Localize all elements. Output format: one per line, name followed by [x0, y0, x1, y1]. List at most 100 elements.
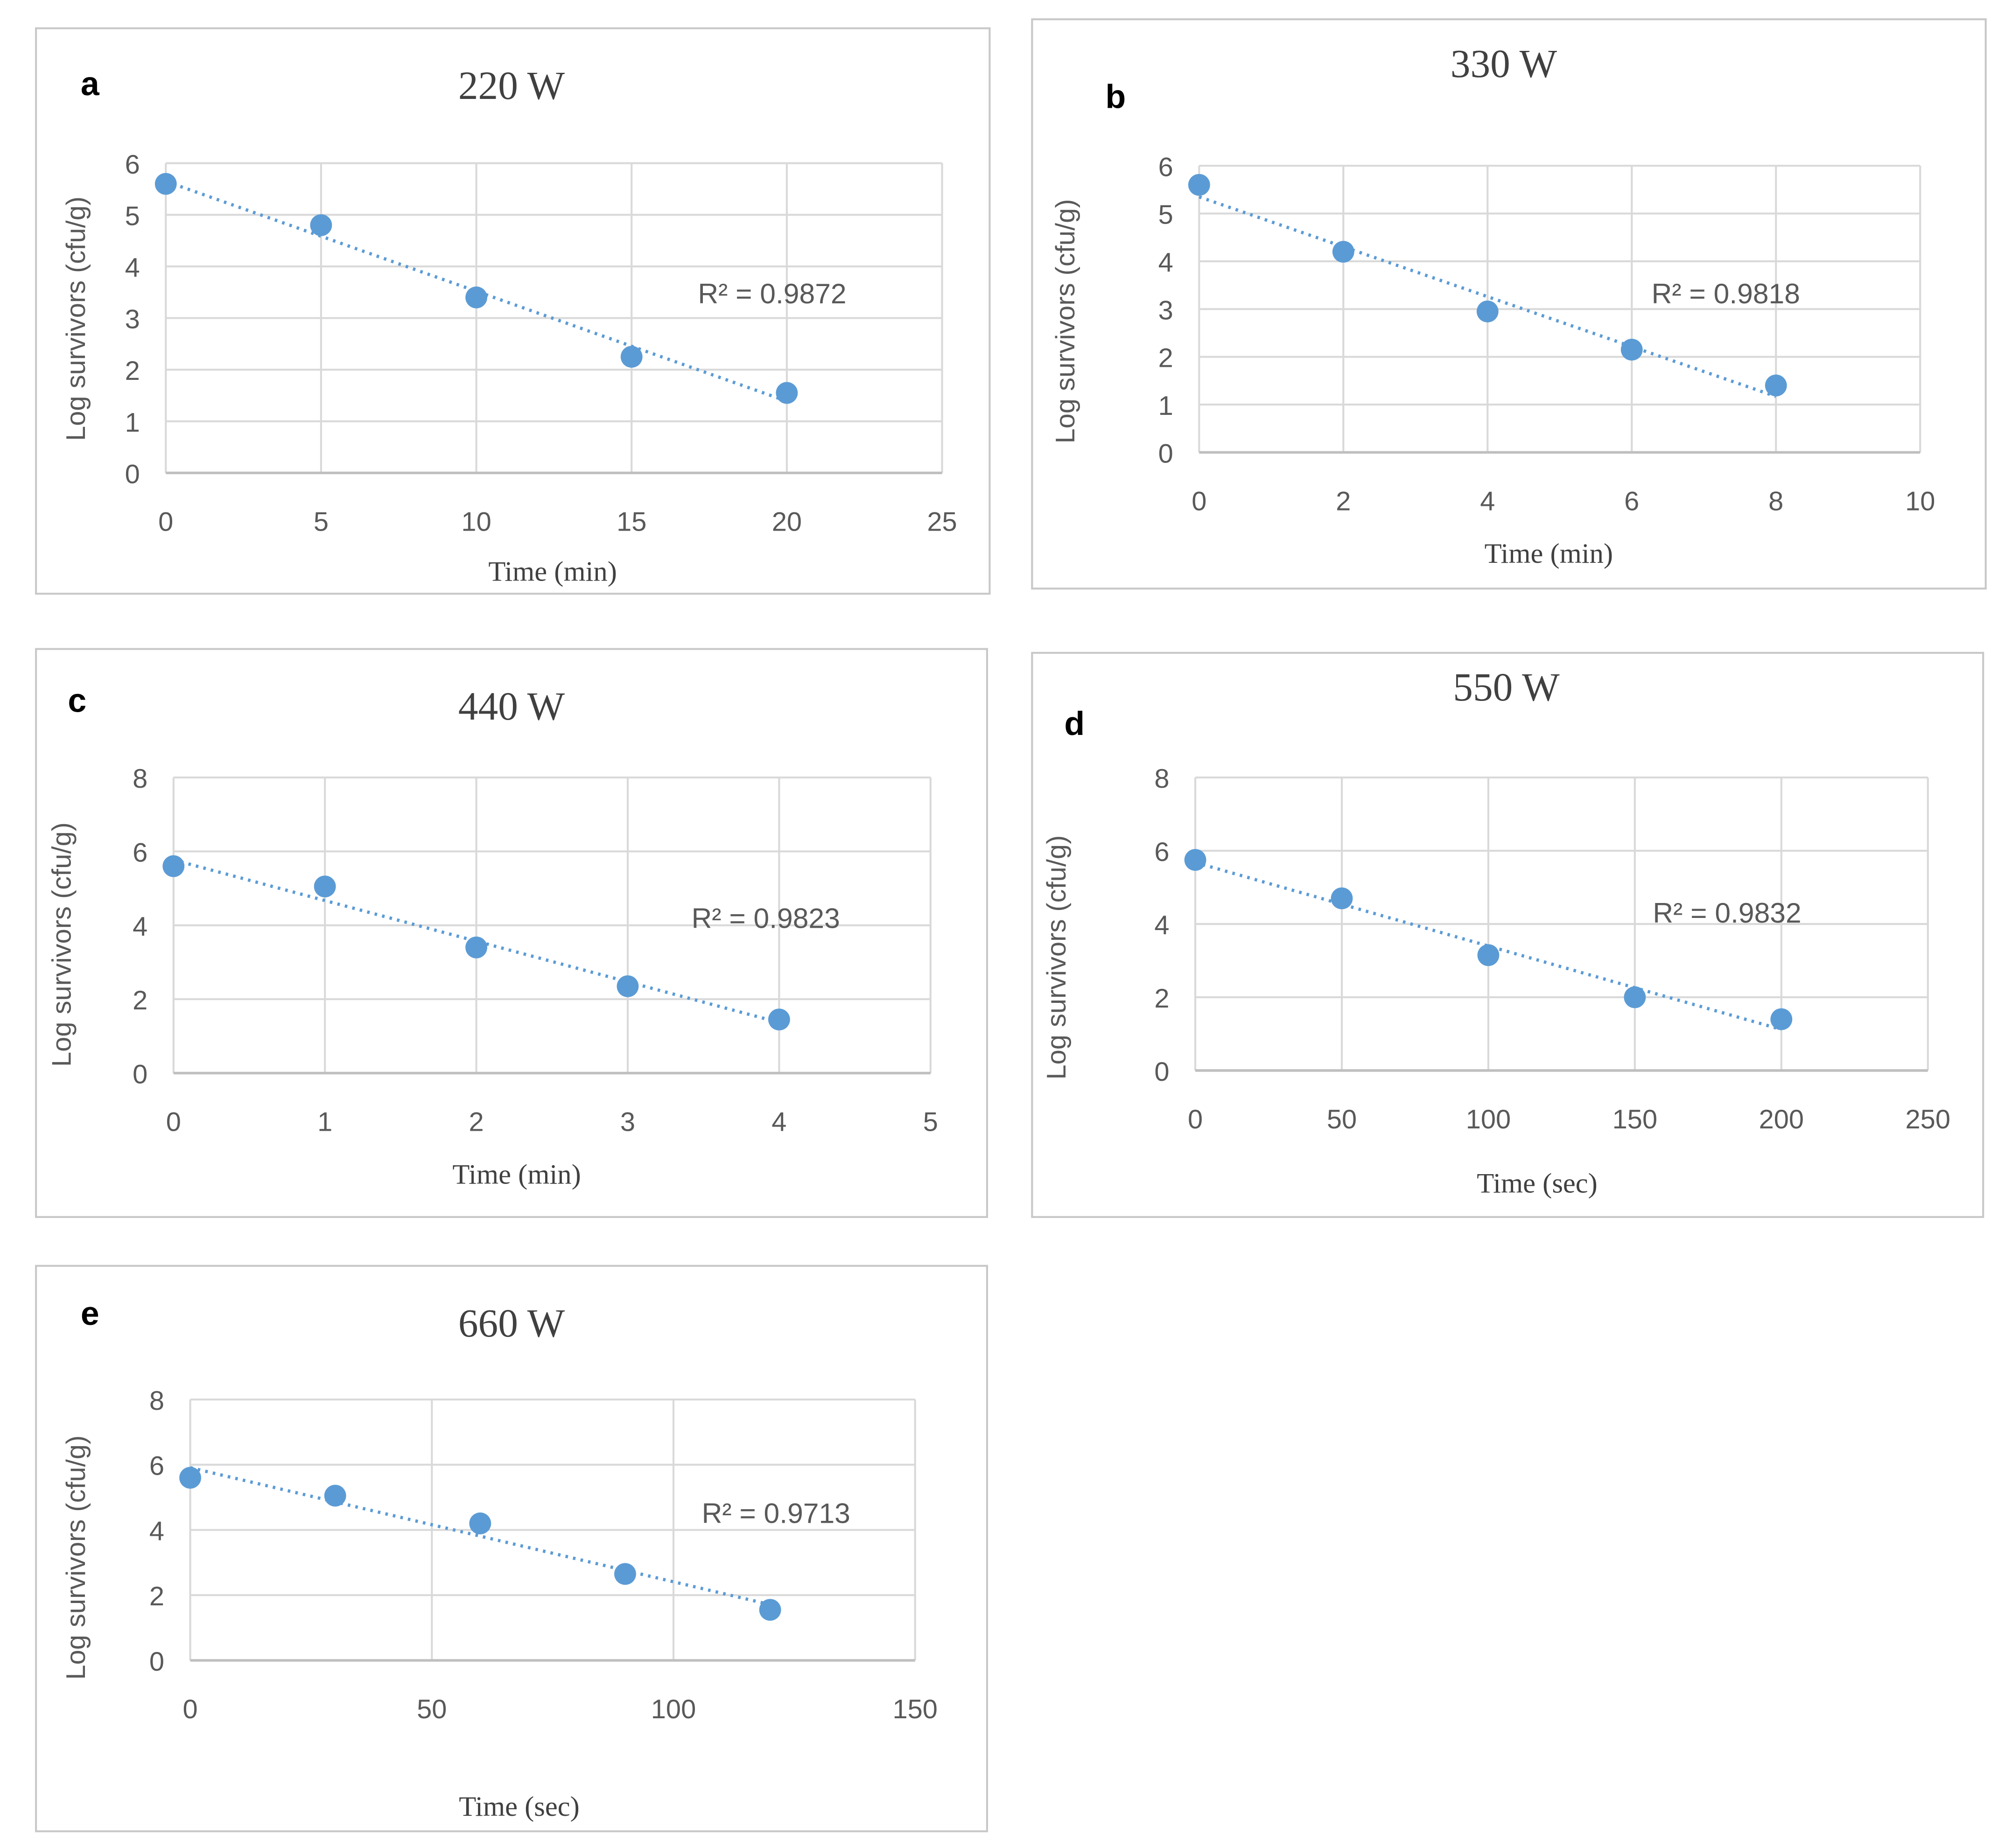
y-tick-label: 2	[149, 1582, 164, 1611]
y-tick-label: 8	[149, 1386, 164, 1416]
y-tick-label: 1	[125, 408, 140, 438]
data-point	[1184, 849, 1206, 871]
y-tick-label: 6	[1154, 837, 1169, 867]
data-point	[1620, 338, 1643, 361]
r-squared-label: R² = 0.9832	[1653, 897, 1801, 929]
x-tick-label: 10	[1905, 486, 1935, 516]
data-point	[324, 1484, 346, 1507]
y-tick-label: 6	[133, 838, 147, 868]
x-tick-label: 3	[620, 1107, 635, 1137]
panel-label: a	[81, 65, 100, 103]
y-axis-label: Log survivors (cfu/g)	[61, 196, 91, 441]
x-axis-label: Time (min)	[488, 556, 617, 588]
y-tick-label: 3	[1158, 295, 1173, 325]
x-tick-label: 0	[182, 1694, 197, 1724]
x-tick-label: 200	[1759, 1105, 1804, 1134]
data-point	[1332, 241, 1354, 263]
r-squared-label: R² = 0.9823	[692, 902, 840, 934]
y-axis-label: Log survivors (cfu/g)	[61, 1435, 91, 1680]
y-axis-label: Log survivors (cfu/g)	[47, 822, 77, 1067]
panel-border	[35, 27, 991, 595]
panel-border	[35, 648, 988, 1218]
y-tick-label: 6	[125, 150, 140, 180]
panel-border	[35, 1265, 988, 1833]
x-tick-label: 50	[1327, 1105, 1357, 1134]
data-point	[617, 975, 639, 997]
y-tick-label: 6	[149, 1451, 164, 1481]
data-point	[1476, 301, 1499, 322]
data-point	[1188, 174, 1210, 196]
y-tick-label: 8	[133, 764, 147, 794]
chart-title: 220 W	[458, 64, 565, 108]
x-tick-label: 10	[461, 507, 491, 537]
r-squared-label: R² = 0.9713	[702, 1497, 850, 1529]
trendline	[165, 180, 788, 403]
y-tick-label: 0	[1154, 1057, 1169, 1087]
data-point	[154, 173, 177, 195]
x-tick-label: 4	[1480, 486, 1495, 516]
panel-border	[1031, 651, 1984, 1218]
data-point	[162, 855, 185, 877]
y-axis-label: Log survivors (cfu/g)	[1051, 199, 1080, 444]
panel-label: e	[81, 1295, 99, 1332]
x-tick-label: 5	[314, 507, 329, 537]
data-point	[768, 1008, 790, 1031]
y-tick-label: 4	[1154, 910, 1169, 940]
y-tick-label: 0	[1158, 439, 1173, 469]
data-point	[776, 382, 798, 404]
x-tick-label: 15	[617, 507, 646, 537]
y-tick-label: 1	[1158, 391, 1173, 421]
panel-label: d	[1064, 705, 1085, 742]
x-tick-label: 8	[1768, 486, 1783, 516]
chart-panel-c: 0 2 4 6 8 0 1 2 3 4 5 440 W c R² = 0.9823 Time (min) Lo…	[35, 648, 988, 1218]
x-axis-label: Time (sec)	[1477, 1168, 1598, 1199]
data-point	[1624, 986, 1646, 1008]
y-tick-label: 5	[1158, 200, 1173, 230]
x-tick-label: 5	[923, 1107, 938, 1137]
chart-panel-a: 0 1 2 3 4 5 6 0 5 10 15 20 25 220 W a R² = 0.9872 Time (…	[35, 27, 991, 595]
y-tick-label: 2	[1158, 343, 1173, 373]
r-squared-label: R² = 0.9818	[1652, 278, 1800, 309]
x-tick-label: 2	[469, 1107, 484, 1137]
panel-label: c	[68, 682, 86, 720]
data-point	[1765, 374, 1787, 397]
y-tick-label: 0	[149, 1647, 164, 1677]
data-point	[310, 214, 332, 236]
x-tick-label: 0	[1188, 1105, 1203, 1134]
data-point	[1477, 944, 1500, 966]
r-squared-label: R² = 0.9872	[698, 278, 846, 309]
x-tick-label: 250	[1906, 1105, 1950, 1134]
y-tick-label: 3	[125, 305, 140, 335]
trendline	[1195, 861, 1782, 1031]
data-point	[759, 1599, 781, 1621]
y-tick-label: 2	[133, 986, 147, 1015]
y-tick-label: 2	[1154, 984, 1169, 1014]
y-tick-label: 5	[125, 201, 140, 231]
trendline	[1199, 195, 1777, 398]
x-tick-label: 4	[771, 1107, 786, 1137]
x-tick-label: 150	[892, 1694, 937, 1724]
data-point	[314, 875, 336, 898]
data-point	[620, 346, 643, 368]
chart-panel-e: 0 2 4 6 8 0 50 100 150 660 W e R² = 0.9713 Time (sec…	[35, 1265, 988, 1833]
x-tick-label: 25	[927, 507, 957, 537]
y-tick-label: 4	[125, 253, 140, 283]
panel-border	[1031, 18, 1987, 590]
x-tick-label: 1	[317, 1107, 332, 1137]
x-tick-label: 100	[651, 1694, 696, 1724]
chart-title: 550 W	[1453, 665, 1560, 709]
x-tick-label: 0	[166, 1107, 181, 1137]
chart-title: 660 W	[458, 1302, 565, 1345]
x-tick-label: 50	[417, 1694, 447, 1724]
x-tick-label: 0	[158, 507, 173, 537]
data-point	[469, 1512, 491, 1534]
x-axis-label: Time (min)	[1485, 538, 1613, 569]
y-tick-label: 4	[149, 1516, 164, 1546]
chart-panel-b: 0 1 2 3 4 5 6 0 2 4 6 8 10 330 W b R² = 0.9818 Time (min…	[1031, 18, 1987, 590]
x-tick-label: 20	[772, 507, 802, 537]
y-tick-label: 2	[125, 356, 140, 386]
panel-label: b	[1105, 78, 1126, 115]
y-tick-label: 4	[1158, 248, 1173, 278]
